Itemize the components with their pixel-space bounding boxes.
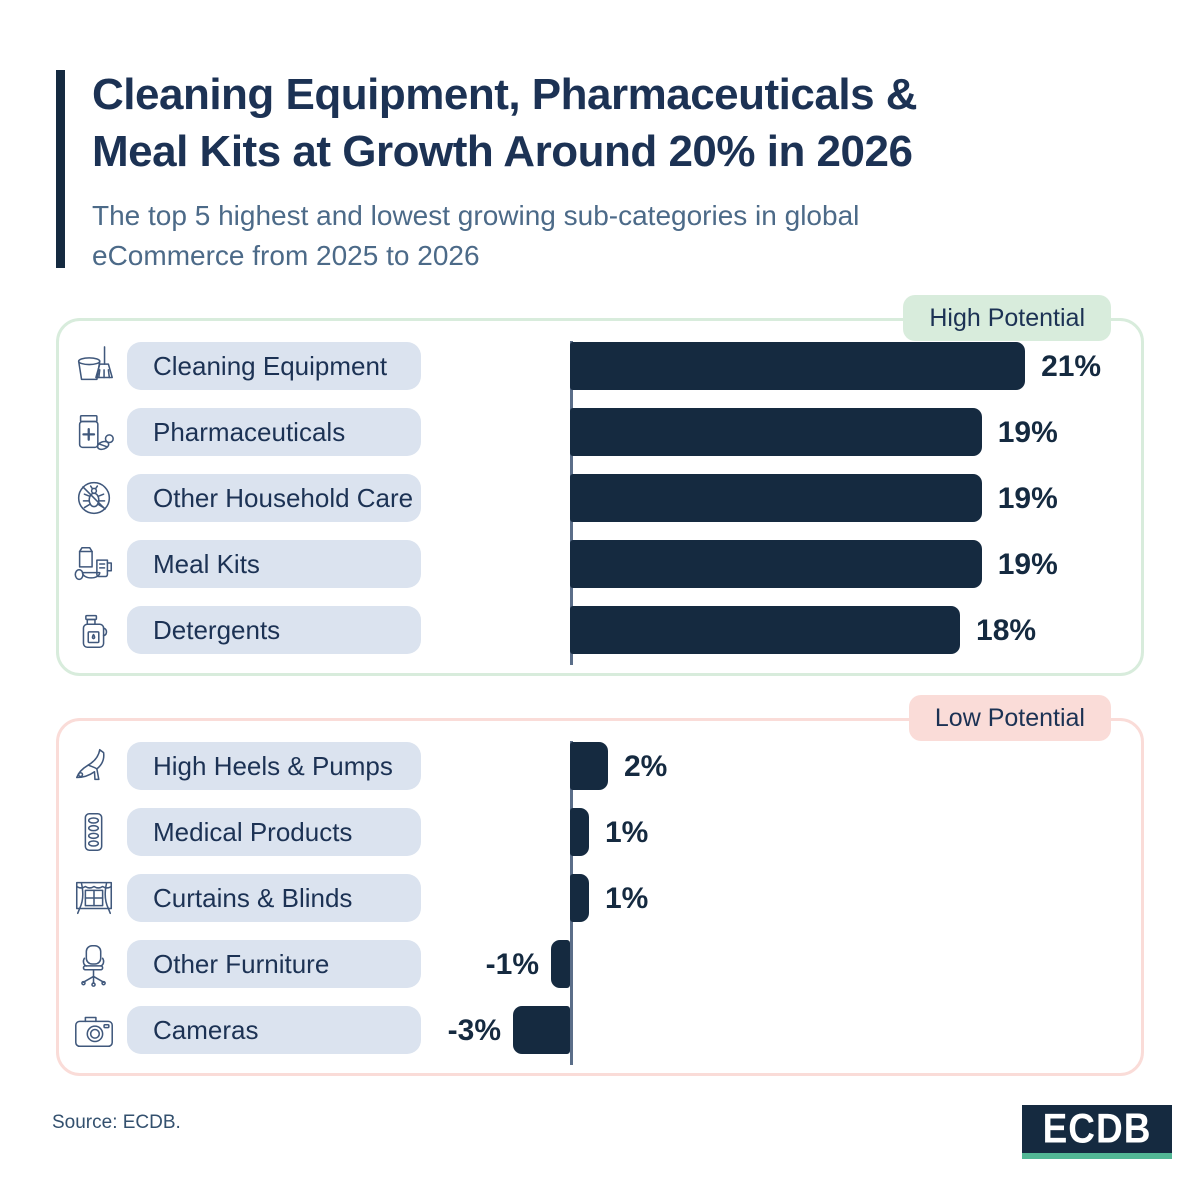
category-label: High Heels & Pumps [153,750,393,781]
category-pill: Cleaning Equipment [127,342,421,390]
office-chair-icon [71,941,117,987]
high-potential-rows: Cleaning Equipment 21% Pharmaceuticals 1… [59,321,1141,673]
value-bar [551,940,570,988]
value-bar [570,742,608,790]
category-pill: Other Furniture [127,940,421,988]
value-bar [570,874,589,922]
category-label: Detergents [153,614,281,645]
source-note: Source: ECDB. [52,1112,181,1133]
category-pill: Medical Products [127,808,421,856]
chart-row-cameras: Cameras -3% [59,1006,1141,1054]
high-potential-badge: High Potential [903,295,1111,341]
chart-row-other-furniture: Other Furniture -1% [59,940,1141,988]
category-pill: Other Household Care [127,474,421,522]
chart-row-pharmaceuticals: Pharmaceuticals 19% [59,408,1141,456]
category-label: Other Household Care [153,482,414,513]
high-potential-panel: High Potential Cleaning Equipment 21% Ph… [56,295,1144,676]
category-pill: Curtains & Blinds [127,874,421,922]
category-pill: Detergents [127,606,421,654]
ecdb-logo-underline [1022,1153,1172,1159]
category-label: Cameras [153,1014,259,1045]
value-label: 19% [997,416,1058,449]
page-title: Cleaning Equipment, Pharmaceuticals & Me… [92,66,918,180]
chart-row-cleaning-equipment: Cleaning Equipment 21% [59,342,1141,390]
value-bar [570,474,982,522]
high-heel-icon [71,743,117,789]
ecdb-logo-text: ECDB [1042,1105,1152,1152]
category-pill: Pharmaceuticals [127,408,421,456]
chart-row-high-heels-pumps: High Heels & Pumps 2% [59,742,1141,790]
category-label: Curtains & Blinds [153,882,353,913]
value-label: 1% [605,816,649,849]
chart-row-other-household-care: Other Household Care 19% [59,474,1141,522]
meal-kits-icon [71,541,117,587]
page-subtitle-line-1: The top 5 highest and lowest growing sub… [92,200,860,231]
value-label: 2% [624,750,668,783]
chart-row-medical-products: Medical Products 1% [59,808,1141,856]
category-label: Other Furniture [153,948,330,979]
low-potential-panel: Low Potential High Heels & Pumps 2% Medi… [56,695,1144,1076]
value-bar [570,342,1026,390]
cleaning-equipment-icon [71,343,117,389]
page-subtitle: The top 5 highest and lowest growing sub… [92,196,859,276]
chart-row-detergents: Detergents 18% [59,606,1141,654]
value-bar [570,540,982,588]
value-label: 21% [1041,350,1102,383]
category-label: Medical Products [153,816,353,847]
value-label: 1% [605,882,649,915]
value-label: -1% [485,948,539,981]
category-pill: High Heels & Pumps [127,742,421,790]
category-pill: Meal Kits [127,540,421,588]
category-label: Cleaning Equipment [153,350,388,381]
value-bar [570,606,961,654]
value-label: 19% [997,548,1058,581]
value-bar [513,1006,570,1054]
ecdb-logo-box: ECDB [1022,1105,1172,1153]
pharmaceuticals-icon [71,409,117,455]
chart-row-meal-kits: Meal Kits 19% [59,540,1141,588]
chart-row-curtains-blinds: Curtains & Blinds 1% [59,874,1141,922]
title-accent-bar [56,70,65,268]
ecdb-logo: ECDB [1022,1105,1172,1159]
page-title-line-2: Meal Kits at Growth Around 20% in 2026 [92,127,913,176]
value-label: 19% [997,482,1058,515]
value-label: 18% [976,614,1037,647]
value-bar [570,808,589,856]
curtains-icon [71,875,117,921]
no-bugs-icon [71,475,117,521]
value-label: -3% [447,1014,501,1047]
page-subtitle-line-2: eCommerce from 2025 to 2026 [92,240,480,271]
low-potential-badge: Low Potential [908,695,1111,741]
detergents-icon [71,607,117,653]
page-title-line-1: Cleaning Equipment, Pharmaceuticals & [92,70,918,119]
category-label: Meal Kits [153,548,260,579]
low-potential-rows: High Heels & Pumps 2% Medical Products 1… [59,721,1141,1073]
camera-icon [71,1007,117,1053]
category-pill: Cameras [127,1006,421,1054]
category-label: Pharmaceuticals [153,416,346,447]
value-bar [570,408,982,456]
blister-pack-icon [71,809,117,855]
